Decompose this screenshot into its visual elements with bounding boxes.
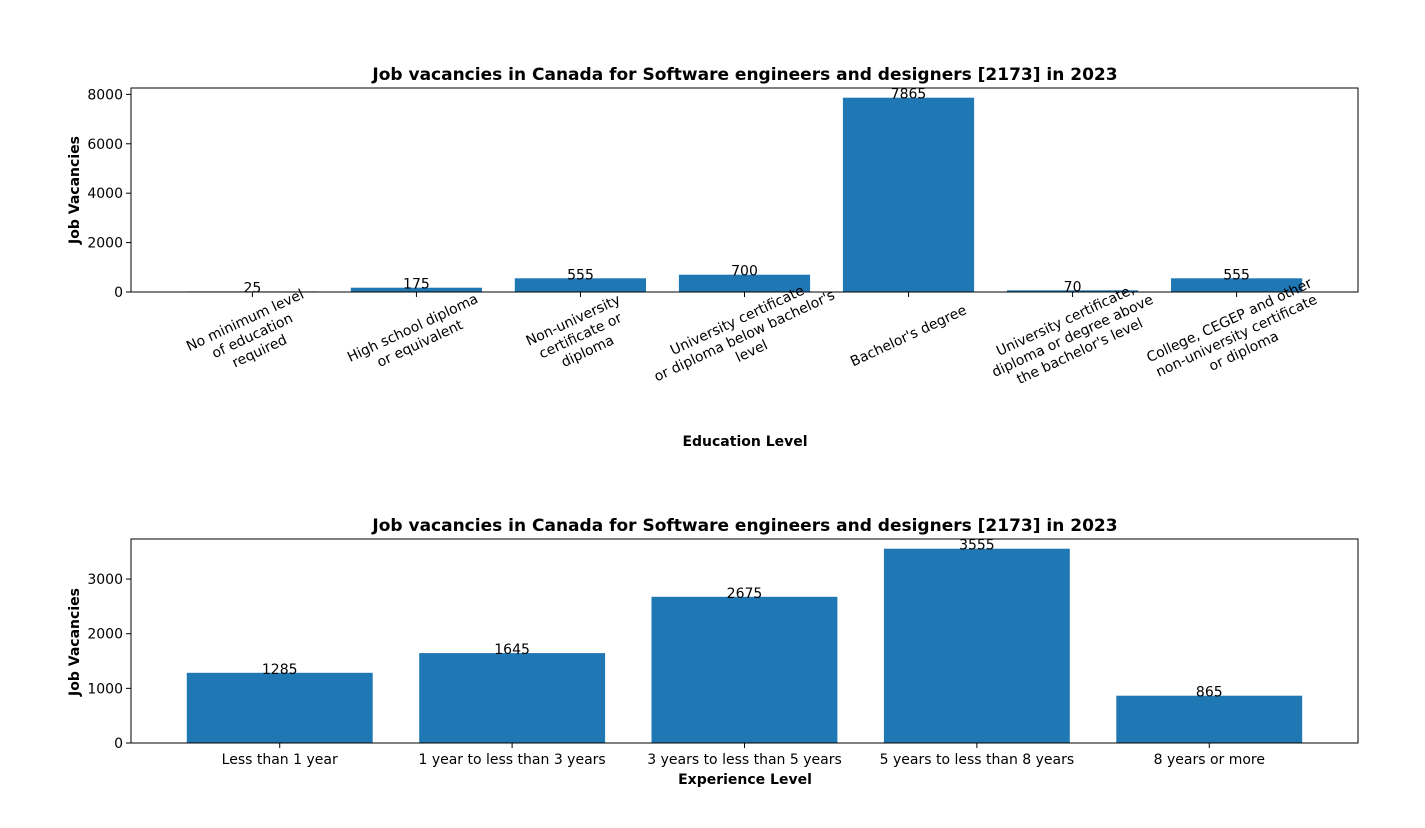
plot-area: 1285 1645 2675 3555 865 0 1000 2000 3000 Less tha… — [87, 538, 1359, 768]
x-tick-label: No minimum levelof educationrequired — [184, 287, 321, 386]
bar — [842, 97, 975, 292]
data-label: 555 — [1223, 267, 1250, 283]
chart-title: Job vacancies in Canada for Software eng… — [371, 65, 1117, 85]
y-tick-label: 3000 — [87, 572, 123, 588]
chart-experience: Job vacancies in Canada for Software eng… — [67, 516, 1359, 788]
bar — [651, 596, 838, 743]
bar — [350, 287, 482, 292]
data-label: 7865 — [891, 87, 927, 103]
x-tick-label: Less than 1 year — [222, 752, 338, 768]
bar — [1116, 695, 1303, 743]
y-tick-label: 4000 — [87, 186, 123, 202]
y-tick-label: 0 — [114, 736, 123, 752]
y-tick-label: 1000 — [87, 681, 123, 697]
x-tick-label: 5 years to less than 8 years — [880, 752, 1075, 768]
bar — [1171, 278, 1303, 292]
data-label: 1645 — [494, 642, 530, 658]
bar — [419, 653, 606, 743]
bar — [1007, 290, 1139, 292]
bar — [678, 274, 811, 292]
y-tick-label: 8000 — [87, 87, 123, 103]
data-label: 175 — [403, 277, 430, 293]
y-axis-label: Job Vacancies — [67, 136, 83, 245]
x-axis-label: Education Level — [682, 434, 807, 450]
y-axis-label: Job Vacancies — [67, 588, 83, 697]
data-label: 700 — [731, 264, 758, 280]
data-label: 70 — [1064, 279, 1082, 295]
bar — [186, 672, 373, 743]
data-label: 865 — [1196, 685, 1223, 701]
bar — [883, 548, 1070, 743]
x-tick-label: 3 years to less than 5 years — [647, 752, 842, 768]
x-tick-label: 8 years or more — [1154, 752, 1265, 768]
chart-title: Job vacancies in Canada for Software eng… — [371, 516, 1117, 536]
data-label: 1285 — [262, 662, 298, 678]
y-tick-label: 0 — [114, 285, 123, 301]
y-tick-label: 6000 — [87, 137, 123, 153]
y-tick-label: 2000 — [87, 236, 123, 252]
data-label: 2675 — [727, 586, 763, 602]
x-tick-label: 1 year to less than 3 years — [418, 752, 605, 768]
data-label: 555 — [567, 267, 594, 283]
y-tick-label: 2000 — [87, 627, 123, 643]
data-label: 3555 — [959, 538, 995, 554]
x-axis-label: Experience Level — [678, 772, 812, 788]
bar — [514, 278, 646, 292]
